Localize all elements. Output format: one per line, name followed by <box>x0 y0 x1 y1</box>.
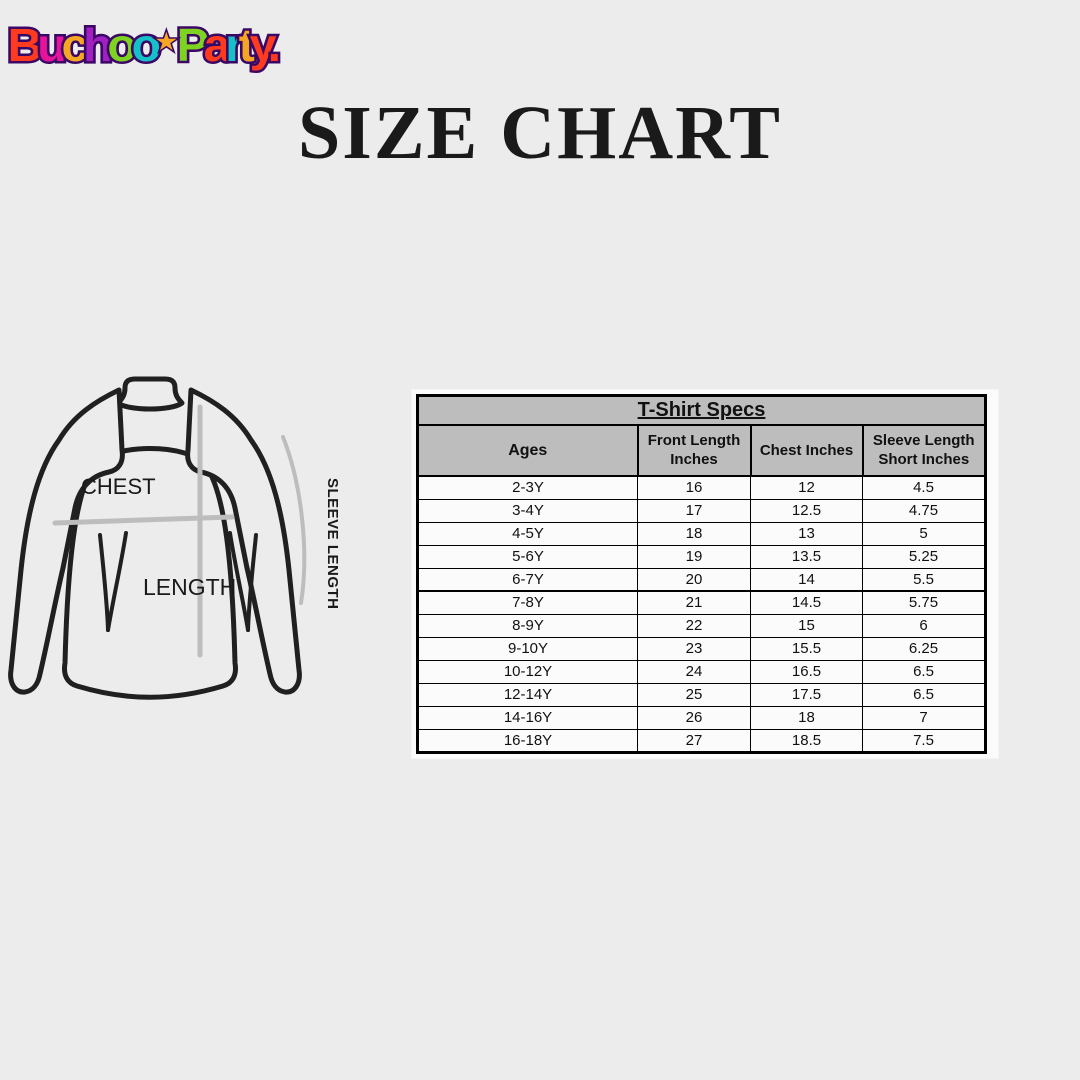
svg-text:SLEEVE LENGTH: SLEEVE LENGTH <box>324 478 341 610</box>
svg-text:CHEST: CHEST <box>81 474 156 499</box>
svg-text:LENGTH: LENGTH <box>143 574 236 600</box>
